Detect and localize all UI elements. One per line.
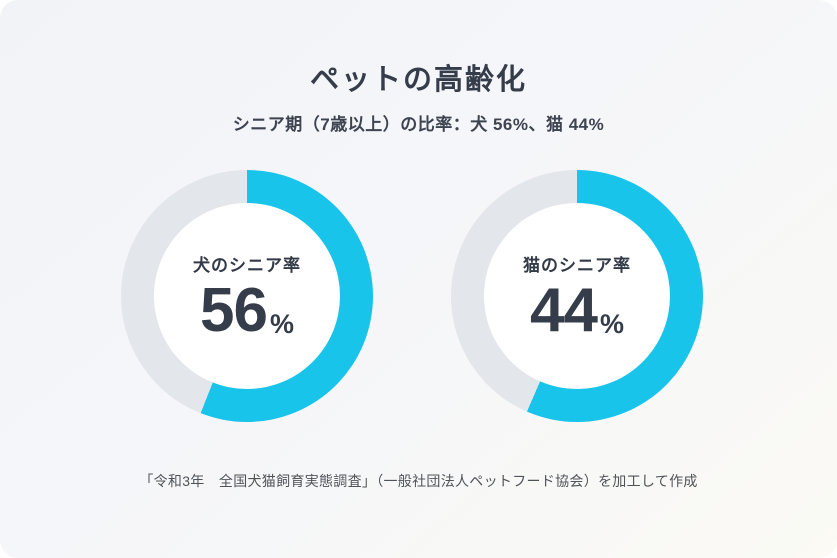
donut-value-dog: 56 (200, 275, 268, 345)
donut-hole-dog: 犬のシニア率 56 % (154, 203, 340, 389)
donut-value-row-cat: 44 % (530, 275, 624, 345)
donut-chart-cat: 猫のシニア率 44 % (451, 170, 703, 422)
donut-value-cat: 44 (530, 275, 598, 345)
donut-hole-cat: 猫のシニア率 44 % (484, 203, 670, 389)
page-title: ペットの高齢化 (309, 64, 527, 96)
donut-unit-dog: % (269, 308, 294, 339)
donut-center-label-cat: 猫のシニア率 (523, 255, 631, 275)
donut-value-row-dog: 56 % (200, 275, 294, 345)
donut-center-label-dog: 犬のシニア率 (193, 255, 301, 275)
source-note: 「令和3年 全国犬猫飼育実態調査」（一般社団法人ペットフード協会）を加工して作成 (139, 473, 698, 489)
donut-unit-cat: % (599, 308, 624, 339)
subtitle: シニア期（7歳以上）の比率：犬 56%、猫 44% (232, 115, 605, 134)
donut-chart-dog: 犬のシニア率 56 % (121, 170, 373, 422)
